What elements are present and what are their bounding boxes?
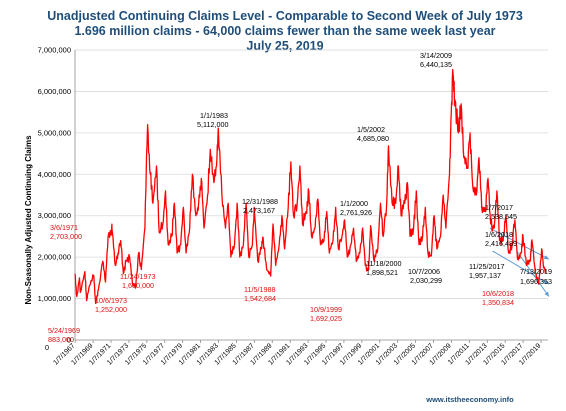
annotation-label: 1,692,025 [310, 314, 342, 323]
annotation-label: 2,761,926 [340, 208, 372, 217]
annotation-label: 5,112,000 [197, 120, 228, 129]
y-axis-label: Non-Seasonally Adjusted Continuing Claim… [24, 135, 33, 305]
annotation-label: 883,000 [48, 335, 74, 344]
annotation-label: 3/6/1971 [50, 223, 78, 232]
y-tick-label: 0 [67, 336, 71, 345]
annotation-label: 11/18/2000 [366, 259, 401, 268]
trendline [516, 250, 550, 297]
annotation-label: 6,440,135 [420, 60, 452, 69]
x-axis-ticks: 1/7/19671/7/19691/7/19711/7/19731/7/1975… [52, 340, 543, 367]
annotation-label: 10/7/2006 [408, 267, 440, 276]
annotation-label: 1,350,834 [482, 298, 514, 307]
y-tick-label: 7,000,000 [38, 46, 71, 55]
y-tick-label: 3,000,000 [38, 211, 71, 220]
annotation-label: 1/1/2000 [340, 199, 368, 208]
annotation-label: 2,030,299 [410, 276, 442, 285]
annotation-label: 12/31/1988 [242, 197, 278, 206]
y-tick-label: 2,000,000 [38, 253, 71, 262]
trendline-arrowhead [544, 291, 549, 297]
annotation-label: 1,252,000 [95, 305, 127, 314]
site-watermark: www.itstheeconomy.info [425, 395, 514, 404]
chart-title-line-2: 1.696 million claims - 64,000 claims few… [74, 24, 495, 38]
chart-title-line-1: Unadjusted Continuing Claims Level - Com… [47, 9, 523, 23]
annotation-label: 1/6/2018 [485, 230, 513, 239]
series-claims [74, 68, 547, 305]
annotation-label: 0 [45, 343, 49, 352]
annotation-label: 3/14/2009 [420, 51, 452, 60]
y-tick-label: 4,000,000 [38, 170, 71, 179]
gridlines [74, 49, 548, 341]
annotation-label: 10/6/2018 [482, 289, 514, 298]
y-tick-label: 5,000,000 [38, 128, 71, 137]
annotation-label: 2,416,489 [485, 239, 517, 248]
annotation-label: 2,538,545 [485, 212, 517, 221]
annotation-label: 10/6/1973 [95, 296, 127, 305]
annotation-label: 10/9/1999 [310, 305, 342, 314]
annotation-label: 11/24/1973 [120, 272, 155, 281]
series-line [74, 68, 547, 305]
annotation-label: 4,685,080 [357, 134, 389, 143]
annotation-label: 1/5/2002 [357, 125, 385, 134]
chart-title-line-3: July 25, 2019 [246, 39, 323, 53]
annotation-label: 1/7/2017 [485, 203, 513, 212]
annotation-label: 11/25/2017 [469, 262, 504, 271]
annotation-label: 7/13/2019 [520, 267, 552, 276]
annotation-label: 1,957,137 [469, 271, 501, 280]
annotation-label: 5/24/1969 [48, 326, 80, 335]
annotation-label: 1/1/1983 [200, 111, 228, 120]
annotation-label: 1,542,684 [244, 294, 276, 303]
trendline-arrowhead [543, 279, 549, 285]
y-tick-label: 6,000,000 [38, 87, 71, 96]
y-tick-label: 1,000,000 [38, 294, 71, 303]
trendline-arrowhead [543, 255, 549, 260]
annotation-label: 1,696,353 [520, 277, 552, 286]
y-axis-ticks: 0 1,000,000 2,000,000 3,000,000 4,000,000 5,0… [38, 46, 71, 345]
annotation-label: 2,473,167 [243, 206, 275, 215]
annotation-label: 1,600,000 [122, 281, 154, 290]
annotation-label: 1,898,521 [366, 268, 398, 277]
annotation-label: 2,703,000 [50, 232, 82, 241]
annotation-label: 11/5/1988 [244, 285, 275, 294]
